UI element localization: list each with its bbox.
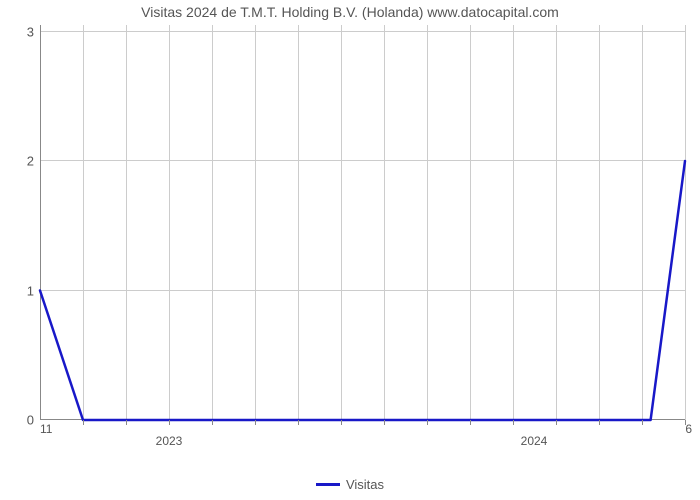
x-category-label: 2023 xyxy=(156,434,183,448)
x-tick-mark xyxy=(212,420,213,425)
y-tick-label: 0 xyxy=(4,413,34,428)
x-tick-mark xyxy=(298,420,299,425)
x-tick-mark xyxy=(427,420,428,425)
legend-swatch xyxy=(316,483,340,486)
x-tick-mark xyxy=(169,420,170,425)
legend-label: Visitas xyxy=(346,477,384,492)
chart-title: Visitas 2024 de T.M.T. Holding B.V. (Hol… xyxy=(0,4,700,20)
grid-line-v xyxy=(685,25,686,420)
legend: Visitas xyxy=(0,477,700,492)
x-tick-mark xyxy=(513,420,514,425)
x-tick-mark xyxy=(470,420,471,425)
x-tick-mark xyxy=(642,420,643,425)
y-tick-label: 1 xyxy=(4,283,34,298)
x-tick-mark xyxy=(599,420,600,425)
plot-area xyxy=(40,25,685,420)
x-tick-mark xyxy=(255,420,256,425)
x-tick-mark xyxy=(341,420,342,425)
x-tick-mark xyxy=(83,420,84,425)
corner-label-left: 11 xyxy=(40,422,52,436)
x-category-label: 2024 xyxy=(521,434,548,448)
y-tick-label: 3 xyxy=(4,24,34,39)
x-tick-mark xyxy=(384,420,385,425)
chart-container: Visitas 2024 de T.M.T. Holding B.V. (Hol… xyxy=(0,0,700,500)
x-tick-mark xyxy=(556,420,557,425)
corner-label-right: 6 xyxy=(685,422,692,436)
y-tick-label: 2 xyxy=(4,154,34,169)
x-tick-mark xyxy=(126,420,127,425)
series-line xyxy=(40,25,685,420)
